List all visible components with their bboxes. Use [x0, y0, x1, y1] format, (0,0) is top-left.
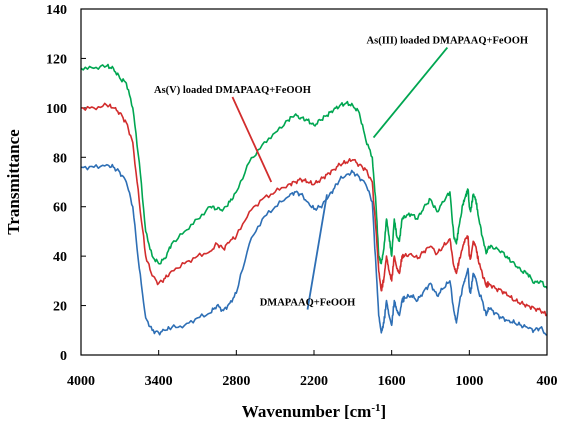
y-tick-label: 80: [53, 151, 67, 166]
y-tick-label: 0: [60, 349, 67, 364]
y-axis-title: Transmittance: [4, 129, 23, 235]
x-tick-label: 3400: [145, 374, 173, 389]
annotation-leader-1: [372, 47, 449, 139]
y-tick-label: 20: [53, 300, 67, 315]
plot-frame: [80, 8, 548, 356]
x-axis-title: Wavenumber [cm-1]: [242, 402, 386, 421]
x-tick-label: 2800: [222, 374, 250, 389]
annotation-label-2: As(V) loaded DMAPAAQ+FeOOH: [154, 85, 311, 96]
x-tick-label: 1000: [455, 374, 483, 389]
series-line-3: [80, 163, 548, 336]
annotations: As(III) loaded DMAPAAQ+FeOOH As(V) loaded…: [154, 36, 528, 310]
annotation-label-3: DMAPAAQ+FeOOH: [260, 298, 356, 309]
y-tick-label: 60: [53, 201, 67, 216]
y-tick-label: 140: [46, 3, 67, 18]
x-tick-label: 2200: [300, 374, 328, 389]
tick-labels: 0 20 40 60 80 100 120 140 4000 3400 2800 2200 1600 10…: [46, 3, 558, 389]
y-tick-label: 40: [53, 250, 67, 265]
annotation-leader-3: [306, 194, 328, 310]
x-axis-title-end: ]: [381, 402, 387, 421]
x-tick-label: 1600: [378, 374, 406, 389]
y-tick-label: 120: [46, 52, 67, 67]
annotation-label-1: As(III) loaded DMAPAAQ+FeOOH: [367, 36, 529, 47]
annotation-leader-2: [231, 96, 273, 183]
x-axis-title-main: Wavenumber [cm: [242, 402, 372, 421]
x-tick-label: 4000: [67, 374, 95, 389]
x-tick-label: 400: [537, 374, 558, 389]
series-line-2: [80, 102, 547, 317]
series-line-1: [80, 63, 548, 289]
series-lines: [80, 63, 548, 336]
x-axis-title-sup: -1: [371, 402, 380, 414]
y-tick-label: 100: [46, 102, 67, 117]
